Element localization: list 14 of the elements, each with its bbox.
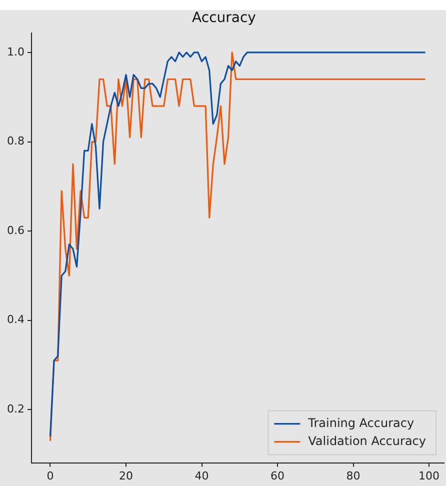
chart-title: Accuracy xyxy=(192,10,256,26)
y-tick-label: 1.0 xyxy=(6,45,24,58)
x-tick-label: 60 xyxy=(270,469,285,482)
y-tick-label: 0.6 xyxy=(6,224,24,237)
x-tick-label: 40 xyxy=(194,469,209,482)
y-tick-label: 0.2 xyxy=(6,402,24,416)
x-tick-label: 0 xyxy=(46,469,54,482)
y-tick-label: 0.8 xyxy=(6,134,24,148)
y-tick-label: 0.4 xyxy=(6,313,24,326)
legend-label: Validation Accuracy xyxy=(308,434,426,448)
x-tick-label: 80 xyxy=(346,469,360,482)
x-tick-label: 100 xyxy=(418,469,440,482)
x-tick-label: 20 xyxy=(119,469,134,482)
legend-label: Training Accuracy xyxy=(307,416,414,430)
